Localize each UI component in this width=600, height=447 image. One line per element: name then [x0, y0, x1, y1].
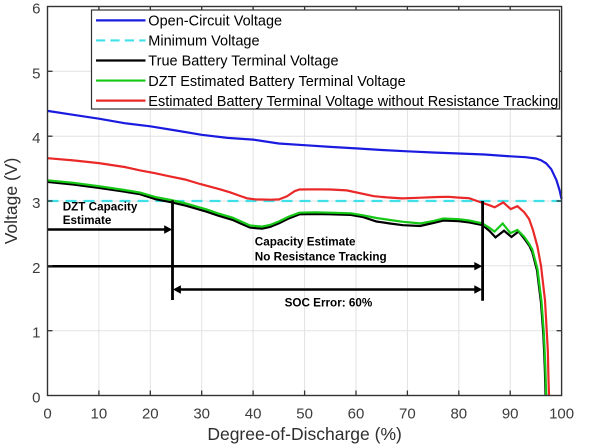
svg-text:2: 2: [32, 260, 40, 277]
svg-text:Voltage (V): Voltage (V): [1, 158, 21, 245]
svg-text:40: 40: [245, 406, 262, 423]
svg-text:Estimated Battery Terminal Vol: Estimated Battery Terminal Voltage witho…: [148, 94, 558, 110]
svg-text:True Battery Terminal Voltage: True Battery Terminal Voltage: [148, 54, 338, 70]
svg-text:Degree-of-Discharge (%): Degree-of-Discharge (%): [207, 424, 402, 444]
svg-text:70: 70: [399, 406, 416, 423]
svg-text:90: 90: [502, 406, 519, 423]
svg-text:10: 10: [91, 406, 108, 423]
svg-text:Open-Circuit Voltage: Open-Circuit Voltage: [148, 14, 282, 30]
svg-text:20: 20: [142, 406, 159, 423]
svg-text:Capacity Estimate: Capacity Estimate: [255, 236, 356, 249]
svg-text:80: 80: [450, 406, 467, 423]
svg-text:1: 1: [32, 325, 40, 342]
svg-text:4: 4: [32, 130, 40, 147]
svg-text:50: 50: [296, 406, 313, 423]
svg-text:0: 0: [32, 390, 40, 407]
svg-text:5: 5: [32, 65, 40, 82]
svg-text:3: 3: [32, 195, 40, 212]
svg-text:6: 6: [32, 1, 40, 18]
svg-text:Minimum Voltage: Minimum Voltage: [148, 34, 259, 50]
svg-text:DZT Capacity: DZT Capacity: [63, 200, 138, 213]
svg-text:100: 100: [549, 406, 574, 423]
svg-text:No Resistance Tracking: No Resistance Tracking: [255, 251, 387, 264]
svg-text:DZT Estimated Battery Terminal: DZT Estimated Battery Terminal Voltage: [148, 74, 405, 90]
svg-text:60: 60: [348, 406, 365, 423]
svg-text:SOC Error: 60%: SOC Error: 60%: [285, 297, 373, 310]
svg-text:30: 30: [193, 406, 210, 423]
svg-text:Estimate: Estimate: [63, 214, 112, 227]
svg-text:0: 0: [43, 406, 51, 423]
